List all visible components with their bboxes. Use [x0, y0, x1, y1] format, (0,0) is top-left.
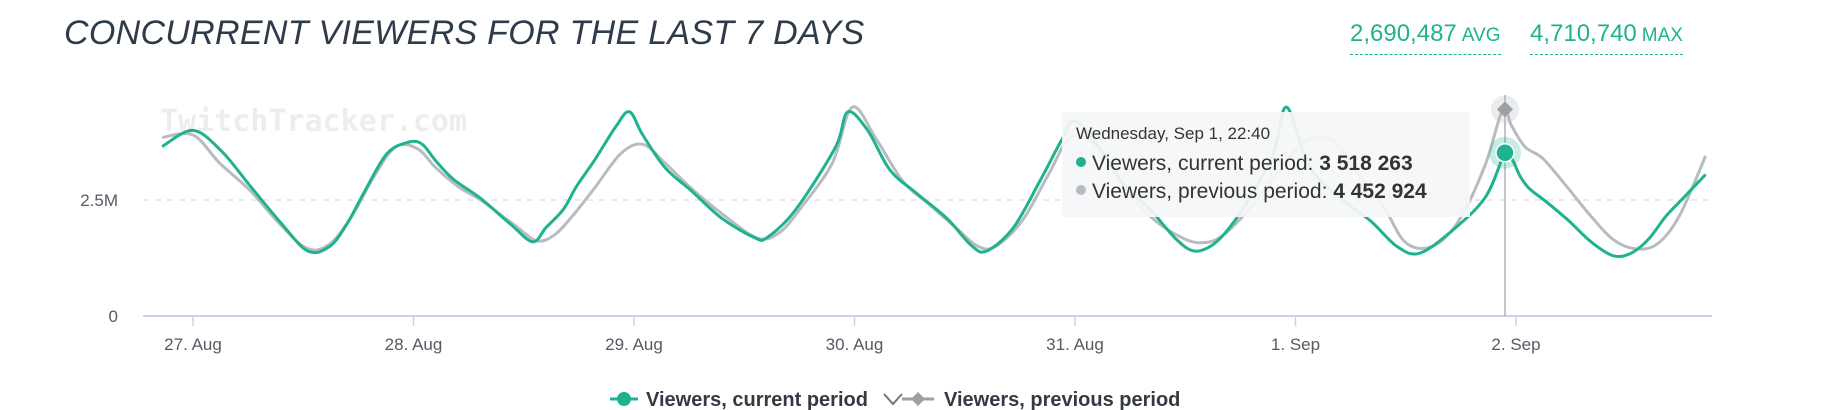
- tooltip-current-row: Viewers, current period: 3 518 263: [1076, 150, 1456, 178]
- legend-toggle-chevron-icon[interactable]: [883, 393, 903, 406]
- y-tick-label: 0: [109, 307, 118, 326]
- legend-previous-label[interactable]: Viewers, previous period: [944, 389, 1180, 410]
- x-tick-label: 1. Sep: [1271, 335, 1320, 354]
- avg-value: 2,690,487: [1350, 20, 1457, 47]
- x-tick-label: 29. Aug: [605, 335, 663, 354]
- legend-previous-marker: [911, 392, 925, 406]
- legend-current-marker: [617, 392, 631, 406]
- tooltip-date: Wednesday, Sep 1, 22:40: [1076, 124, 1271, 143]
- x-tick-label: 31. Aug: [1046, 335, 1104, 354]
- tooltip-current-value: 3 518 263: [1319, 152, 1413, 175]
- tooltip-previous-row: Viewers, previous period: 4 452 924: [1076, 178, 1456, 206]
- watermark-text: TwitchTracker.com: [160, 104, 468, 139]
- tooltip-current-label: Viewers, current period:: [1092, 152, 1320, 175]
- tooltip-previous-dot-icon: [1076, 185, 1086, 196]
- axis-layer: 0 2.5M 27. Aug 28. Aug 29. Aug 30. Aug 31. Aug…: [80, 191, 1712, 354]
- max-value: 4,710,740: [1530, 20, 1637, 47]
- chart-tooltip: Wednesday, Sep 1, 22:40 Viewers, current…: [1062, 112, 1470, 217]
- hover-previous-marker[interactable]: [1496, 101, 1513, 118]
- hover-current-marker[interactable]: [1495, 143, 1515, 163]
- x-tick-label: 2. Sep: [1491, 335, 1540, 354]
- x-tick-label: 30. Aug: [826, 335, 884, 354]
- max-viewers-stat[interactable]: 4,710,740 MAX: [1530, 20, 1683, 55]
- tooltip-current-dot-icon: [1076, 157, 1086, 168]
- avg-viewers-stat[interactable]: 2,690,487 AVG: [1350, 20, 1501, 55]
- x-tick-label: 28. Aug: [385, 335, 443, 354]
- legend-current-label[interactable]: Viewers, current period: [646, 389, 868, 410]
- max-unit: MAX: [1641, 25, 1683, 46]
- tooltip-previous-label: Viewers, previous period:: [1092, 180, 1334, 203]
- avg-unit: AVG: [1461, 25, 1501, 46]
- legend-layer: Viewers, current period Viewers, previou…: [610, 389, 1180, 410]
- chart-title: CONCURRENT VIEWERS FOR THE LAST 7 DAYS: [64, 14, 865, 52]
- x-tick-label: 27. Aug: [164, 335, 222, 354]
- hover-layer: [1488, 95, 1521, 316]
- y-tick-label: 2.5M: [80, 191, 118, 210]
- tooltip-previous-value: 4 452 924: [1333, 180, 1427, 203]
